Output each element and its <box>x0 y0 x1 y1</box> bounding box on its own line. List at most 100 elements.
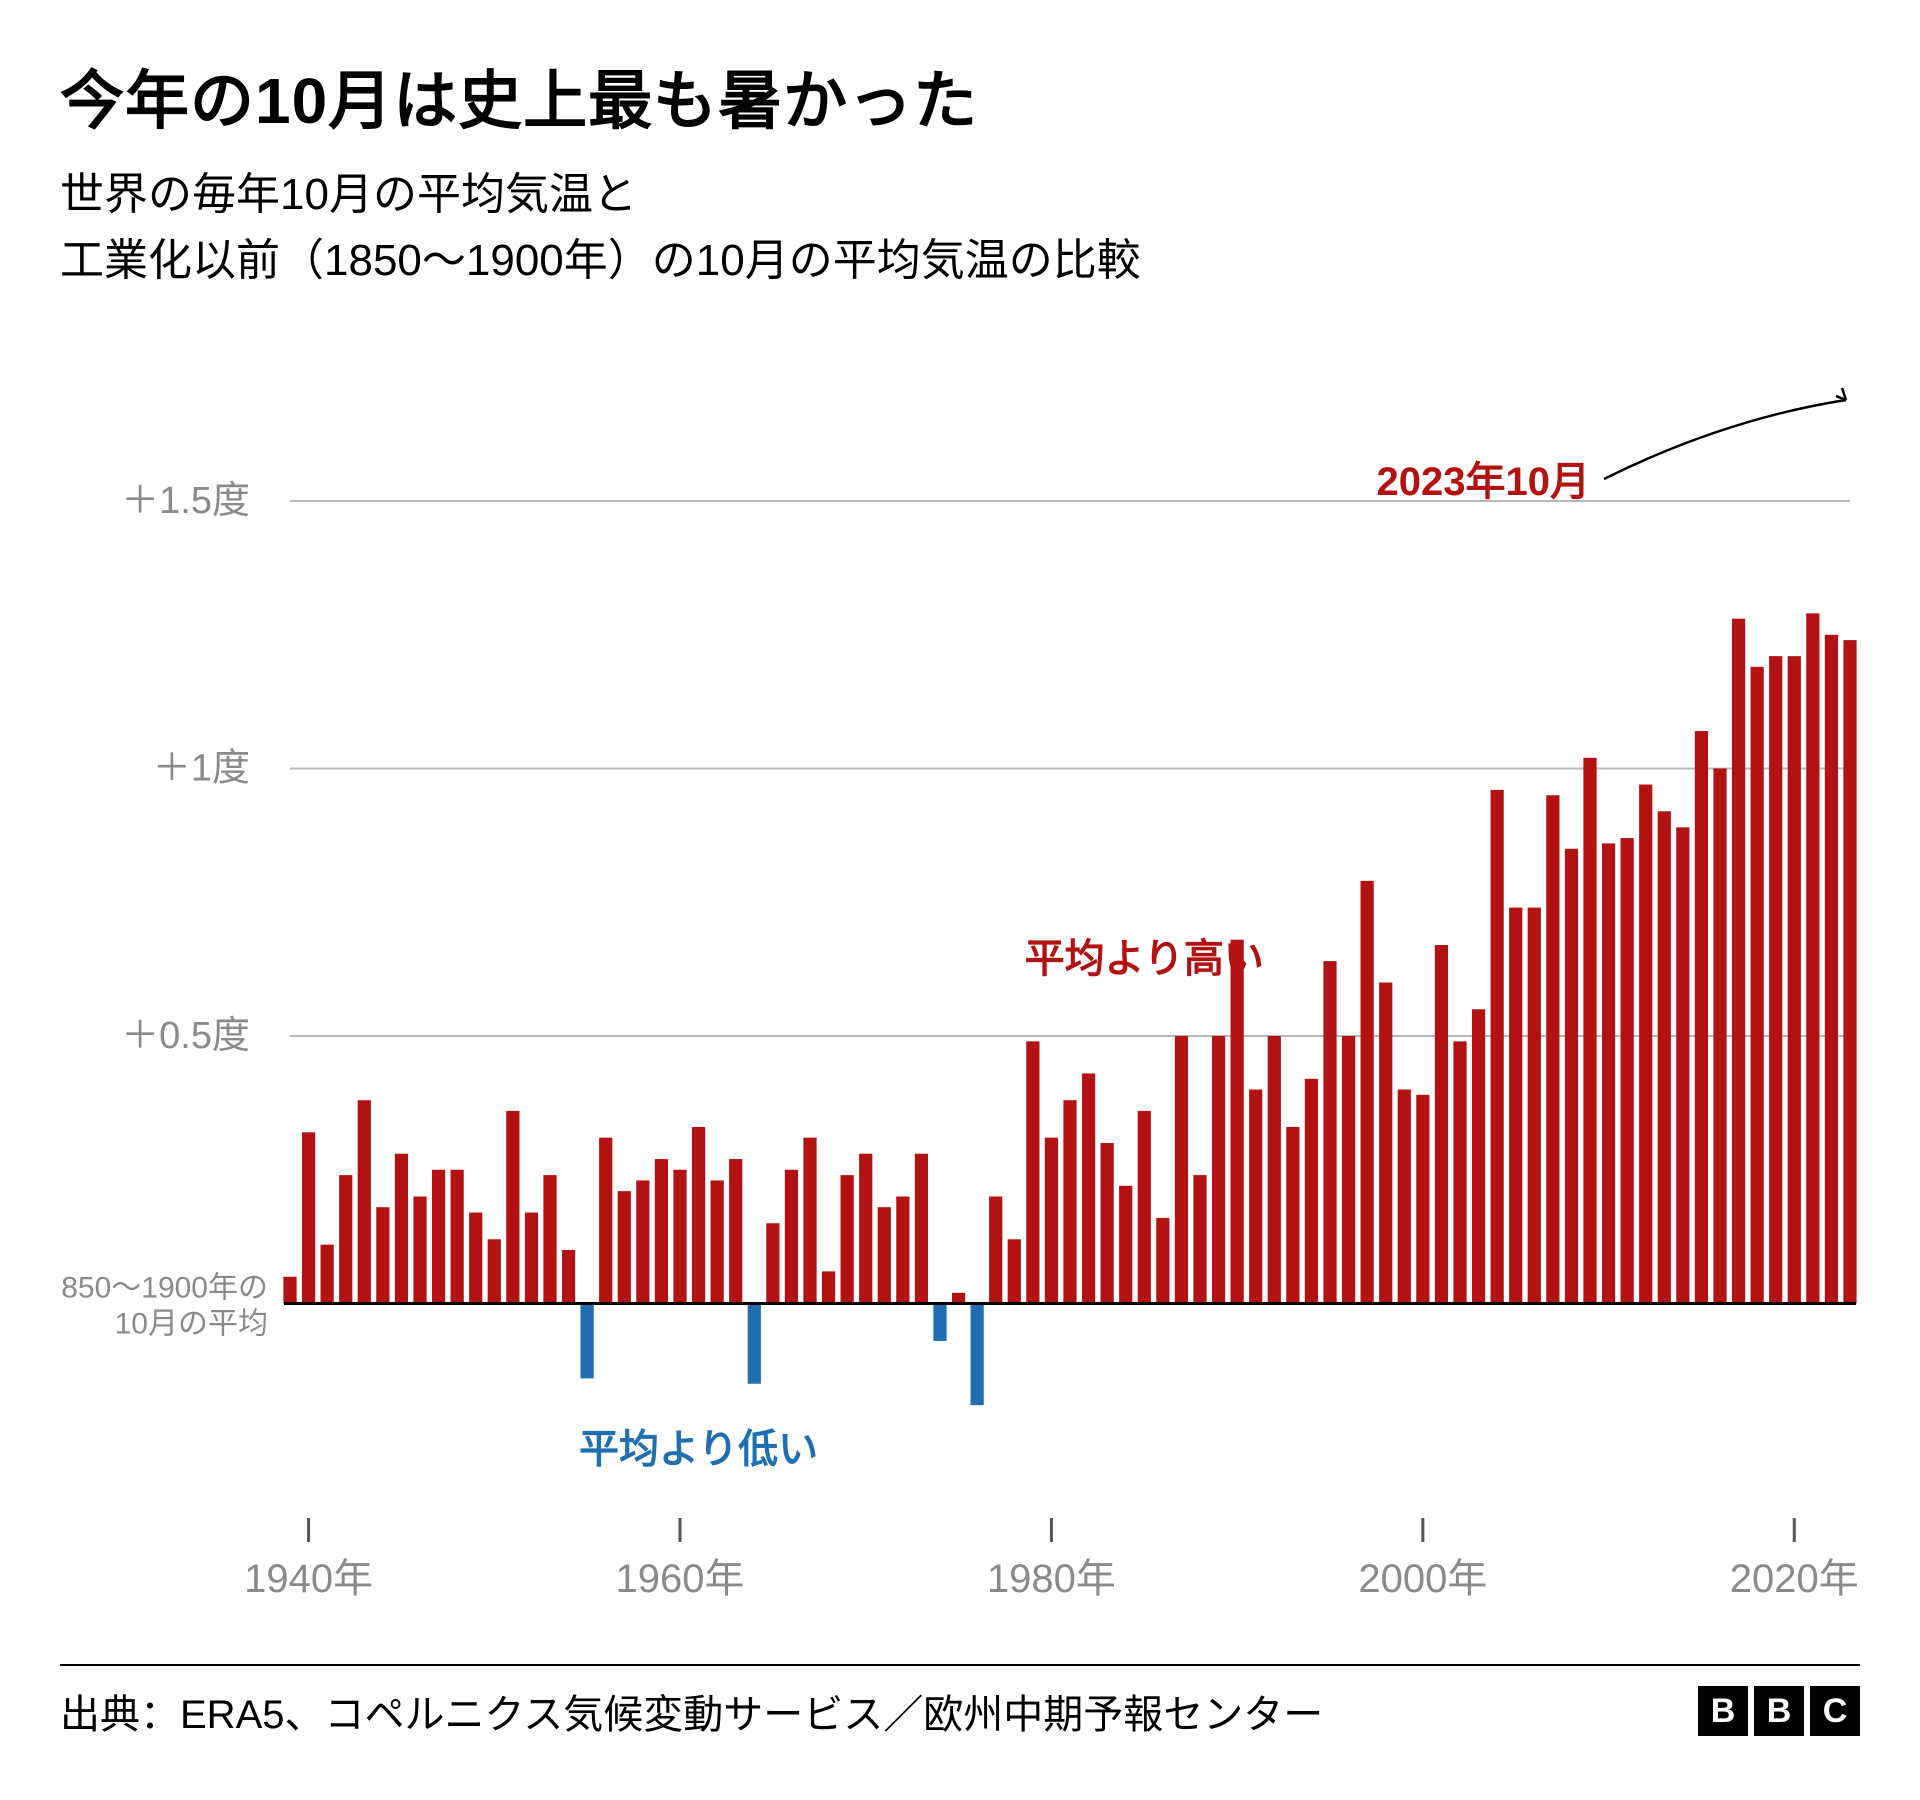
bar <box>1063 1100 1076 1303</box>
bar <box>525 1213 538 1304</box>
bar <box>1713 769 1726 1304</box>
bar <box>562 1250 575 1304</box>
bar <box>655 1159 668 1303</box>
bar <box>1323 961 1336 1303</box>
bar <box>1416 1095 1429 1304</box>
source-text: 出典：ERA5、コペルニクス気候変動サービス／欧州中期予報センター <box>60 1682 1323 1740</box>
bar <box>1528 908 1541 1304</box>
bar <box>1305 1079 1318 1304</box>
bbc-logo-letter: B <box>1698 1686 1748 1736</box>
bar <box>1806 613 1819 1303</box>
bar <box>915 1154 928 1304</box>
bbc-logo-letter: B <box>1754 1686 1804 1736</box>
chart-subtitle: 世界の毎年10月の平均気温と 工業化以前（1850〜1900年）の10月の平均気… <box>60 162 1860 294</box>
bar <box>1379 983 1392 1304</box>
bar <box>581 1304 594 1379</box>
bar <box>1565 849 1578 1304</box>
bar <box>339 1175 352 1303</box>
bar <box>283 1277 296 1304</box>
bar <box>1008 1239 1021 1303</box>
x-tick-label: 1980年 <box>987 1557 1116 1601</box>
bar <box>1472 1009 1485 1303</box>
x-tick-label: 2000年 <box>1358 1557 1487 1601</box>
y-tick-label: ＋0.5度 <box>121 1015 250 1057</box>
bar <box>989 1197 1002 1304</box>
bar <box>1082 1073 1095 1303</box>
bar <box>358 1100 371 1303</box>
bar <box>1268 1036 1281 1304</box>
y-tick-label: ＋1.5度 <box>121 480 250 522</box>
bar <box>1342 1036 1355 1304</box>
bar <box>971 1304 984 1406</box>
bar <box>321 1245 334 1304</box>
subtitle-line2: 工業化以前（1850〜1900年）の10月の平均気温の比較 <box>60 236 1141 285</box>
bar <box>1751 667 1764 1304</box>
bar <box>952 1293 965 1304</box>
chart-title: 今年の10月は史上最も暑かった <box>60 50 1860 142</box>
bar <box>1212 1036 1225 1304</box>
bar <box>766 1223 779 1303</box>
bar <box>1249 1090 1262 1304</box>
bar <box>1602 843 1615 1303</box>
bar <box>933 1304 946 1341</box>
bar <box>841 1175 854 1303</box>
bar <box>1101 1143 1114 1304</box>
bar <box>859 1154 872 1304</box>
bar <box>1621 838 1634 1303</box>
bar <box>636 1180 649 1303</box>
bar <box>1175 1036 1188 1304</box>
bar <box>1361 881 1374 1304</box>
chart-area: ＋0.5度＋1度＋1.5度1850〜1900年の10月の平均1940年1960年… <box>60 334 1860 1604</box>
baseline-label: 1850〜1900年の <box>60 1272 268 1305</box>
annotation-low: 平均より低い <box>579 1428 818 1472</box>
bar <box>1583 758 1596 1304</box>
bar <box>451 1170 464 1304</box>
bar <box>1843 640 1856 1303</box>
bar <box>543 1175 556 1303</box>
bar <box>1231 940 1244 1304</box>
bar <box>1788 656 1801 1303</box>
bar <box>1156 1218 1169 1304</box>
bar <box>896 1197 909 1304</box>
footer: 出典：ERA5、コペルニクス気候変動サービス／欧州中期予報センター BBC <box>60 1664 1860 1740</box>
bar <box>1695 731 1708 1303</box>
bar <box>1676 827 1689 1303</box>
annotation-callout: 2023年10月 <box>1377 460 1590 504</box>
chart-svg: ＋0.5度＋1度＋1.5度1850〜1900年の10月の平均1940年1960年… <box>60 334 1860 1604</box>
bar <box>506 1111 519 1304</box>
bar <box>1045 1138 1058 1304</box>
annotation-high: 平均より高い <box>1025 937 1264 981</box>
bar <box>673 1170 686 1304</box>
bar <box>488 1239 501 1303</box>
bar <box>1491 790 1504 1304</box>
bar <box>599 1138 612 1304</box>
bar <box>1398 1090 1411 1304</box>
bar <box>469 1213 482 1304</box>
x-tick-label: 1960年 <box>616 1557 745 1601</box>
subtitle-line1: 世界の毎年10月の平均気温と <box>60 170 637 219</box>
bar <box>822 1271 835 1303</box>
bar <box>1026 1041 1039 1303</box>
x-tick-label: 2020年 <box>1730 1557 1859 1601</box>
bar <box>1119 1186 1132 1304</box>
bbc-logo-letter: C <box>1810 1686 1860 1736</box>
x-tick-label: 1940年 <box>244 1557 373 1601</box>
bar <box>785 1170 798 1304</box>
bar <box>618 1191 631 1303</box>
bar <box>1732 619 1745 1304</box>
bar <box>711 1180 724 1303</box>
baseline-label: 10月の平均 <box>115 1308 268 1341</box>
bar <box>432 1170 445 1304</box>
callout-arrow <box>1604 400 1846 479</box>
bar <box>692 1127 705 1304</box>
bar <box>1193 1175 1206 1303</box>
bar <box>1639 785 1652 1304</box>
bbc-logo: BBC <box>1698 1686 1860 1736</box>
bar <box>803 1138 816 1304</box>
bar <box>302 1132 315 1303</box>
bar <box>1769 656 1782 1303</box>
bar <box>1825 635 1838 1304</box>
bar <box>1658 811 1671 1303</box>
bar <box>1435 945 1448 1303</box>
bar <box>1138 1111 1151 1304</box>
